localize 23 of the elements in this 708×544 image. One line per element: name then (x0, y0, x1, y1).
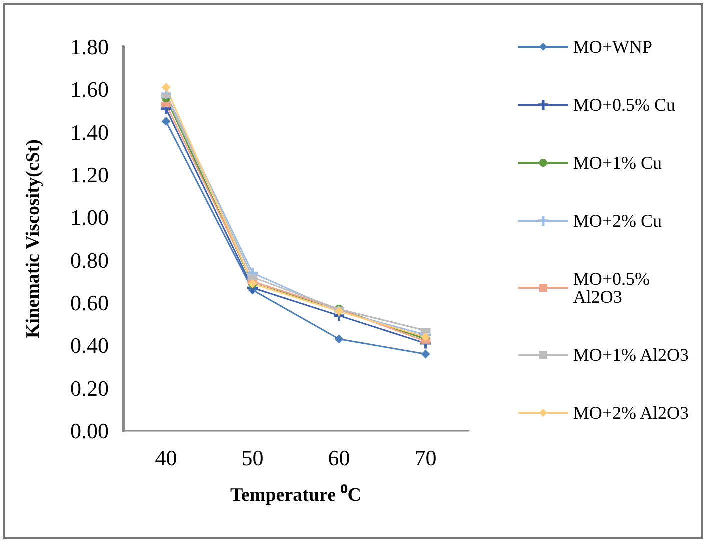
y-axis-title: Kinematic Viscosity(cSt) (23, 140, 44, 338)
legend-label: MO+0.5% Cu (573, 95, 676, 115)
y-tick-label: 0.80 (70, 248, 109, 273)
legend-label: MO+2% Cu (573, 211, 662, 231)
y-tick-label: 0.00 (70, 418, 109, 444)
y-tick-label: 1.40 (70, 120, 109, 145)
x-tick-label: 50 (242, 446, 264, 470)
y-tick-label: 0.20 (70, 376, 109, 401)
x-tick-label: 60 (328, 446, 350, 470)
y-tick-label: 1.00 (70, 205, 109, 230)
y-tick-label: 1.60 (70, 77, 109, 102)
legend-label: MO+0.5% Al2O3 (573, 269, 655, 307)
y-tick-label: 0.40 (70, 333, 109, 358)
x-tick-label: 40 (155, 446, 178, 470)
y-tick-label: 1.80 (70, 34, 109, 60)
x-tick-label: 70 (414, 446, 437, 470)
x-axis-title: Temperature ⁰C (230, 484, 362, 506)
legend-label: MO+WNP (573, 37, 653, 57)
y-tick-label: 1.20 (70, 162, 109, 188)
legend-label: MO+1% Cu (573, 153, 662, 173)
legend-label: MO+1% Al2O3 (573, 345, 690, 365)
y-tick-label: 0.60 (70, 290, 109, 316)
legend-label: MO+2% Al2O3 (573, 403, 690, 423)
